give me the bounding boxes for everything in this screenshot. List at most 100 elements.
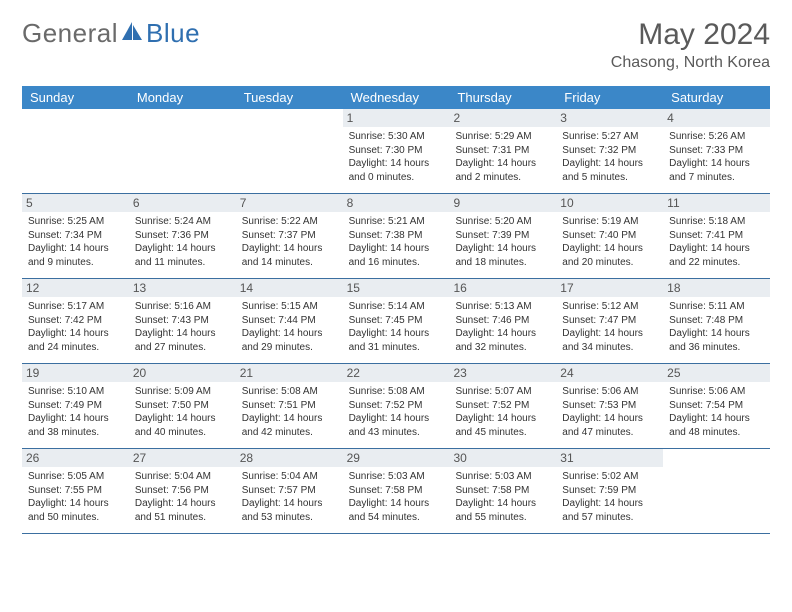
day-number: 8 — [343, 194, 450, 212]
day-number: 20 — [129, 364, 236, 382]
week-row: 12 Sunrise: 5:17 AMSunset: 7:42 PM Dayligh… — [22, 279, 770, 364]
sunset-text: Sunset: 7:52 PM — [455, 399, 550, 413]
daylight-text: Daylight: 14 hours and 2 minutes. — [455, 157, 550, 184]
sunrise-text: Sunrise: 5:08 AM — [349, 385, 444, 399]
day-number: 26 — [22, 449, 129, 467]
day-cell: 28Sunrise: 5:04 AMSunset: 7:57 PMDayligh… — [236, 449, 343, 533]
sunrise-text: Sunrise: 5:06 AM — [562, 385, 657, 399]
sunset-text: Sunset: 7:58 PM — [349, 484, 444, 498]
sunset-text: Sunset: 7:57 PM — [242, 484, 337, 498]
weekday-header-cell: Saturday — [663, 86, 770, 109]
sunrise-text: Sunrise: 5:16 AM — [135, 300, 230, 314]
sunset-text: Sunset: 7:42 PM — [28, 314, 123, 328]
sunrise-text: Sunrise: 5:05 AM — [28, 470, 123, 484]
day-cell: 5Sunrise: 5:25 AMSunset: 7:34 PMDaylight… — [22, 194, 129, 278]
day-number: 16 — [449, 279, 556, 297]
sunrise-text: Sunrise: 5:19 AM — [562, 215, 657, 229]
sunset-text: Sunset: 7:46 PM — [455, 314, 550, 328]
day-cell: 13Sunrise: 5:16 AMSunset: 7:43 PMDayligh… — [129, 279, 236, 363]
sunset-text: Sunset: 7:45 PM — [349, 314, 444, 328]
daylight-text: Daylight: 14 hours and 53 minutes. — [242, 497, 337, 524]
sunset-text: Sunset: 7:36 PM — [135, 229, 230, 243]
day-cell: 27Sunrise: 5:04 AMSunset: 7:56 PMDayligh… — [129, 449, 236, 533]
day-number: 6 — [129, 194, 236, 212]
daylight-text: Daylight: 14 hours and 20 minutes. — [562, 242, 657, 269]
daylight-text: Daylight: 14 hours and 32 minutes. — [455, 327, 550, 354]
sunset-text: Sunset: 7:39 PM — [455, 229, 550, 243]
sunrise-text: Sunrise: 5:22 AM — [242, 215, 337, 229]
sunset-text: Sunset: 7:55 PM — [28, 484, 123, 498]
daylight-text: Daylight: 14 hours and 22 minutes. — [669, 242, 764, 269]
daylight-text: Daylight: 14 hours and 27 minutes. — [135, 327, 230, 354]
day-cell: 9Sunrise: 5:20 AMSunset: 7:39 PMDaylight… — [449, 194, 556, 278]
day-number: 28 — [236, 449, 343, 467]
daylight-text: Daylight: 14 hours and 43 minutes. — [349, 412, 444, 439]
day-cell: 8Sunrise: 5:21 AMSunset: 7:38 PMDaylight… — [343, 194, 450, 278]
day-cell: 26Sunrise: 5:05 AMSunset: 7:55 PMDayligh… — [22, 449, 129, 533]
daylight-text: Daylight: 14 hours and 36 minutes. — [669, 327, 764, 354]
sunrise-text: Sunrise: 5:20 AM — [455, 215, 550, 229]
day-cell: 12Sunrise: 5:17 AMSunset: 7:42 PMDayligh… — [22, 279, 129, 363]
sunrise-text: Sunrise: 5:13 AM — [455, 300, 550, 314]
week-row: 5Sunrise: 5:25 AMSunset: 7:34 PMDaylight… — [22, 194, 770, 279]
sunrise-text: Sunrise: 5:06 AM — [669, 385, 764, 399]
weeks-container: 1Sunrise: 5:30 AMSunset: 7:30 PMDaylight… — [22, 109, 770, 534]
weekday-header-cell: Friday — [556, 86, 663, 109]
day-cell: 30Sunrise: 5:03 AMSunset: 7:58 PMDayligh… — [449, 449, 556, 533]
day-number: 1 — [343, 109, 450, 127]
sunset-text: Sunset: 7:41 PM — [669, 229, 764, 243]
sunset-text: Sunset: 7:32 PM — [562, 144, 657, 158]
daylight-text: Daylight: 14 hours and 42 minutes. — [242, 412, 337, 439]
logo: General Blue — [22, 18, 200, 49]
sunset-text: Sunset: 7:56 PM — [135, 484, 230, 498]
sunrise-text: Sunrise: 5:25 AM — [28, 215, 123, 229]
sunrise-text: Sunrise: 5:30 AM — [349, 130, 444, 144]
daylight-text: Daylight: 14 hours and 34 minutes. — [562, 327, 657, 354]
day-cell: 10Sunrise: 5:19 AMSunset: 7:40 PMDayligh… — [556, 194, 663, 278]
day-number: 9 — [449, 194, 556, 212]
daylight-text: Daylight: 14 hours and 29 minutes. — [242, 327, 337, 354]
day-cell: 19Sunrise: 5:10 AMSunset: 7:49 PMDayligh… — [22, 364, 129, 448]
daylight-text: Daylight: 14 hours and 48 minutes. — [669, 412, 764, 439]
day-cell: 6Sunrise: 5:24 AMSunset: 7:36 PMDaylight… — [129, 194, 236, 278]
sunset-text: Sunset: 7:31 PM — [455, 144, 550, 158]
sunrise-text: Sunrise: 5:29 AM — [455, 130, 550, 144]
day-number: 29 — [343, 449, 450, 467]
daylight-text: Daylight: 14 hours and 57 minutes. — [562, 497, 657, 524]
sunset-text: Sunset: 7:49 PM — [28, 399, 123, 413]
day-cell: 23Sunrise: 5:07 AMSunset: 7:52 PMDayligh… — [449, 364, 556, 448]
sunset-text: Sunset: 7:59 PM — [562, 484, 657, 498]
daylight-text: Daylight: 14 hours and 14 minutes. — [242, 242, 337, 269]
calendar: SundayMondayTuesdayWednesdayThursdayFrid… — [22, 86, 770, 534]
sunset-text: Sunset: 7:47 PM — [562, 314, 657, 328]
daylight-text: Daylight: 14 hours and 31 minutes. — [349, 327, 444, 354]
day-cell: 4Sunrise: 5:26 AMSunset: 7:33 PMDaylight… — [663, 109, 770, 193]
sunrise-text: Sunrise: 5:07 AM — [455, 385, 550, 399]
weekday-header-cell: Thursday — [449, 86, 556, 109]
location-label: Chasong, North Korea — [611, 54, 770, 72]
day-number: 12 — [22, 279, 129, 297]
sunrise-text: Sunrise: 5:21 AM — [349, 215, 444, 229]
day-cell: 2Sunrise: 5:29 AMSunset: 7:31 PMDaylight… — [449, 109, 556, 193]
daylight-text: Daylight: 14 hours and 55 minutes. — [455, 497, 550, 524]
day-cell: 14Sunrise: 5:15 AMSunset: 7:44 PMDayligh… — [236, 279, 343, 363]
day-cell: 11Sunrise: 5:18 AMSunset: 7:41 PMDayligh… — [663, 194, 770, 278]
day-cell: 17Sunrise: 5:12 AMSunset: 7:47 PMDayligh… — [556, 279, 663, 363]
day-number: 19 — [22, 364, 129, 382]
day-cell: 7Sunrise: 5:22 AMSunset: 7:37 PMDaylight… — [236, 194, 343, 278]
sunset-text: Sunset: 7:58 PM — [455, 484, 550, 498]
day-number: 25 — [663, 364, 770, 382]
sunrise-text: Sunrise: 5:17 AM — [28, 300, 123, 314]
day-number: 5 — [22, 194, 129, 212]
header-row: General Blue May 2024 Chasong, North Kor… — [22, 18, 770, 72]
day-cell: 3Sunrise: 5:27 AMSunset: 7:32 PMDaylight… — [556, 109, 663, 193]
sunrise-text: Sunrise: 5:08 AM — [242, 385, 337, 399]
day-number: 4 — [663, 109, 770, 127]
day-cell: 1Sunrise: 5:30 AMSunset: 7:30 PMDaylight… — [343, 109, 450, 193]
sunrise-text: Sunrise: 5:27 AM — [562, 130, 657, 144]
sunset-text: Sunset: 7:53 PM — [562, 399, 657, 413]
day-cell: 31Sunrise: 5:02 AMSunset: 7:59 PMDayligh… — [556, 449, 663, 533]
day-cell: 29Sunrise: 5:03 AMSunset: 7:58 PMDayligh… — [343, 449, 450, 533]
daylight-text: Daylight: 14 hours and 38 minutes. — [28, 412, 123, 439]
logo-word2: Blue — [146, 18, 200, 49]
